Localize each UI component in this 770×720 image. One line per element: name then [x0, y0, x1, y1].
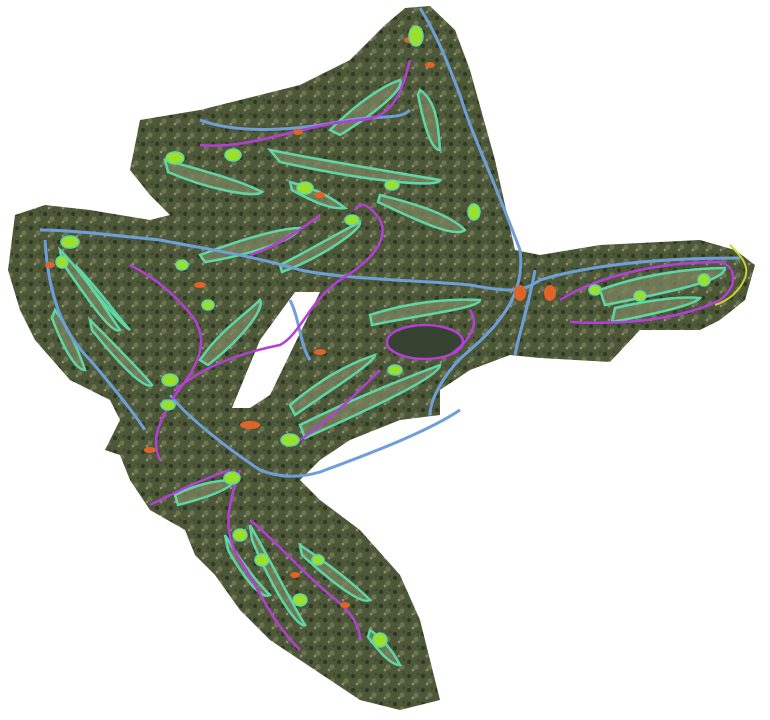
- green: [372, 632, 388, 648]
- fairways: [50, 78, 727, 667]
- bunker: [514, 285, 526, 301]
- fairway: [266, 148, 442, 185]
- bunker: [45, 262, 55, 268]
- green: [387, 364, 403, 376]
- bunker: [293, 129, 303, 135]
- fairway: [376, 193, 467, 234]
- bunker: [194, 282, 206, 288]
- green: [588, 284, 602, 296]
- bunker: [314, 349, 326, 355]
- fairway: [288, 353, 377, 417]
- green: [384, 179, 400, 191]
- fairway: [610, 296, 703, 324]
- greens: [55, 25, 711, 648]
- green: [160, 399, 176, 411]
- bunkers: [45, 37, 556, 608]
- green: [55, 255, 69, 269]
- bunker: [544, 285, 556, 301]
- bunker: [144, 447, 156, 453]
- green: [201, 299, 215, 311]
- green: [292, 593, 308, 607]
- green: [224, 148, 242, 162]
- fairway: [198, 297, 262, 367]
- fairway: [598, 266, 727, 307]
- green: [161, 373, 179, 387]
- fairway: [163, 158, 265, 196]
- bunker: [240, 421, 260, 429]
- fairway: [416, 88, 442, 152]
- bunker: [290, 572, 300, 578]
- fairway: [73, 264, 131, 332]
- bunker: [425, 62, 435, 68]
- green: [408, 25, 424, 47]
- green: [165, 151, 185, 165]
- green: [60, 235, 80, 249]
- green: [254, 553, 270, 567]
- bunker: [315, 192, 325, 198]
- green: [633, 290, 647, 302]
- green: [311, 554, 325, 566]
- fairway: [87, 316, 154, 387]
- green: [344, 214, 360, 226]
- fairway: [278, 220, 362, 274]
- fairway: [368, 298, 482, 327]
- green: [175, 259, 189, 271]
- roads: [39, 7, 741, 478]
- green: [232, 528, 248, 542]
- cart-paths: [129, 59, 735, 651]
- green: [296, 181, 314, 195]
- bunker: [340, 602, 350, 608]
- green: [280, 433, 300, 447]
- hazard-edge: [714, 244, 748, 306]
- green: [697, 273, 711, 287]
- green: [223, 471, 241, 485]
- green: [467, 203, 481, 221]
